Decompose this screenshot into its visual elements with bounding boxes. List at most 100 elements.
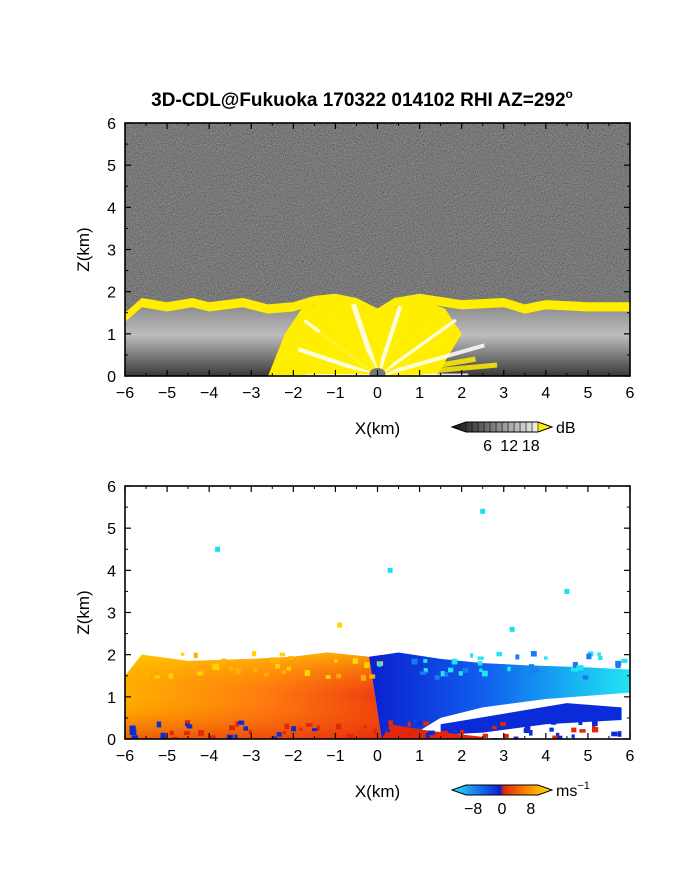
velocity-scatter-points	[215, 508, 570, 632]
velocity-speckle	[335, 723, 342, 730]
velocity-speckle	[447, 667, 454, 673]
y-tick-label: 3	[107, 243, 116, 260]
x-tick-label: 1	[415, 748, 424, 765]
snr-y-ticks: 0 1 2 3 4 5 6	[107, 116, 630, 386]
x-tick-label: 0	[373, 748, 382, 765]
velocity-speckle	[288, 656, 295, 660]
velocity-speckle	[279, 652, 286, 657]
velocity-speckle	[373, 728, 378, 735]
velocity-speckle	[503, 733, 509, 739]
velocity-speckle	[197, 671, 204, 676]
velocity-speckle	[463, 667, 469, 673]
velocity-speckle	[299, 727, 303, 731]
y-tick-label: 2	[107, 285, 116, 302]
velocity-speckle	[460, 729, 464, 735]
x-tick-label: 4	[541, 385, 550, 402]
echo-rays	[276, 303, 498, 376]
colorbar-tick-label: 12	[500, 438, 518, 455]
velocity-speckle	[386, 728, 391, 733]
snr-colorbar: 6 12 18 dB	[450, 420, 576, 455]
y-tick-label: 5	[107, 521, 116, 538]
velocity-speckle	[270, 657, 276, 663]
velocity-point	[337, 622, 343, 628]
velocity-speckle	[461, 721, 466, 727]
velocity-speckle	[617, 731, 622, 737]
velocity-speckle	[238, 720, 245, 725]
colorbar-tick-label: 6	[483, 438, 492, 455]
velocity-speckles	[129, 651, 628, 739]
velocity-point	[564, 588, 570, 594]
velocity-speckle	[364, 662, 370, 668]
velocity-speckle	[183, 731, 190, 736]
velocity-speckle	[528, 664, 535, 668]
x-tick-label: −3	[242, 748, 260, 765]
velocity-speckle	[229, 666, 233, 672]
velocity-speckle	[440, 671, 445, 677]
velocity-colorbar: −8 0 8 ms−1	[450, 780, 590, 818]
velocity-speckle	[443, 728, 449, 733]
velocity-lower-strip	[440, 703, 622, 735]
velocity-speckle	[325, 675, 331, 679]
velocity-speckle	[597, 652, 601, 656]
velocity-speckle	[552, 735, 559, 739]
velocity-plot-area	[125, 486, 630, 739]
echo-ray	[375, 305, 403, 376]
velocity-speckle	[235, 721, 239, 728]
velocity-speckle	[572, 661, 578, 668]
echo-ray	[375, 305, 386, 376]
velocity-speckle	[276, 732, 282, 737]
x-tick-label: 3	[499, 385, 508, 402]
velocity-speckle	[129, 729, 137, 736]
velocity-field	[125, 652, 630, 739]
velocity-speckle	[530, 651, 537, 657]
velocity-point	[387, 567, 393, 573]
x-tick-label: −1	[326, 385, 344, 402]
echo-ray	[297, 347, 379, 376]
velocity-speckle	[427, 730, 435, 736]
velocity-speckle	[185, 720, 191, 724]
colorbar-tick-label: 0	[498, 801, 507, 818]
colorbar-tick-label: −8	[464, 801, 482, 818]
velocity-speckle	[154, 675, 161, 679]
velocity-speckle	[131, 735, 138, 739]
velocity-speckle	[144, 672, 150, 679]
velocity-speckle	[544, 656, 548, 660]
velocity-speckle	[592, 720, 598, 727]
velocity-speckle	[482, 733, 489, 738]
velocity-speckle	[251, 651, 257, 657]
echo-ray	[376, 318, 457, 376]
velocity-speckle	[481, 670, 488, 677]
velocity-speckle	[550, 720, 557, 725]
velocity-speckle	[557, 735, 563, 739]
x-tick-label: −4	[200, 748, 218, 765]
velocity-speckle	[160, 732, 166, 739]
echo-top-rim	[125, 293, 630, 323]
velocity-speckle	[531, 668, 539, 674]
y-tick-label: 0	[107, 369, 116, 386]
velocity-speckle	[167, 664, 175, 670]
velocity-speckle	[621, 658, 628, 663]
y-tick-label: 6	[107, 116, 116, 133]
echo-ray	[318, 329, 380, 376]
velocity-speckle	[286, 666, 291, 671]
x-tick-label: −6	[116, 385, 134, 402]
velocity-speckle	[186, 724, 193, 729]
velocity-speckle	[243, 726, 249, 731]
velocity-speckle	[423, 659, 428, 663]
velocity-speckle	[156, 721, 162, 728]
velocity-speckle	[168, 673, 174, 679]
velocity-speckle	[333, 659, 338, 663]
velocity-speckle	[275, 663, 280, 669]
velocity-speckle	[363, 725, 367, 729]
velocity-speckle	[578, 720, 583, 726]
x-tick-label: −2	[284, 748, 302, 765]
x-tick-label: 2	[457, 748, 466, 765]
velocity-speckle	[423, 721, 429, 726]
velocity-speckle	[304, 670, 311, 676]
velocity-speckle	[352, 658, 358, 664]
velocity-speckle	[611, 731, 618, 737]
velocity-speckle	[470, 653, 474, 658]
velocity-speckle	[360, 675, 366, 681]
x-tick-label: 6	[626, 385, 635, 402]
